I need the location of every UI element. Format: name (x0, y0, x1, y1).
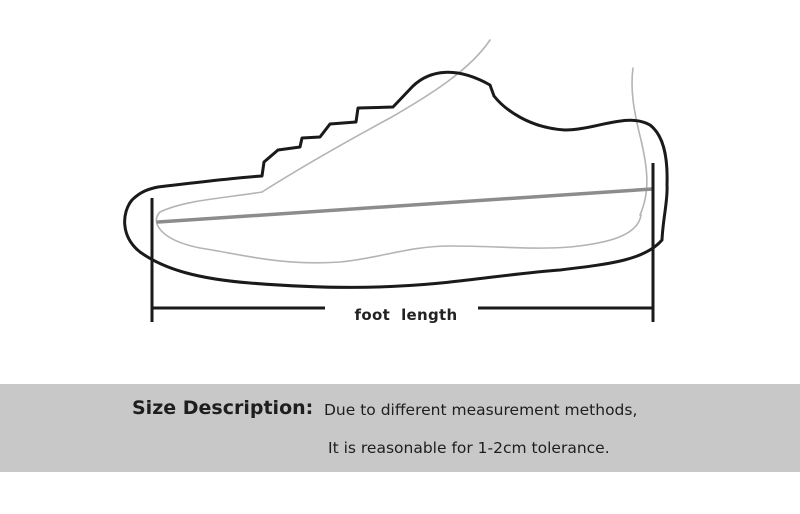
shoe-diagram: foot length (123, 39, 669, 324)
foot-length-label: foot length (355, 306, 458, 324)
shoe-outline (123, 70, 669, 289)
size-description-band (0, 384, 800, 472)
size-description-title: Size Description: (132, 397, 314, 419)
size-description-line-1: Due to different measurement methods, (324, 401, 638, 419)
foot-outline (155, 191, 642, 264)
leg-front-outline (261, 39, 491, 193)
foot-length-line (156, 187, 654, 224)
size-description-line-2: It is reasonable for 1-2cm tolerance. (328, 439, 610, 457)
leg-back-outline (631, 67, 648, 216)
